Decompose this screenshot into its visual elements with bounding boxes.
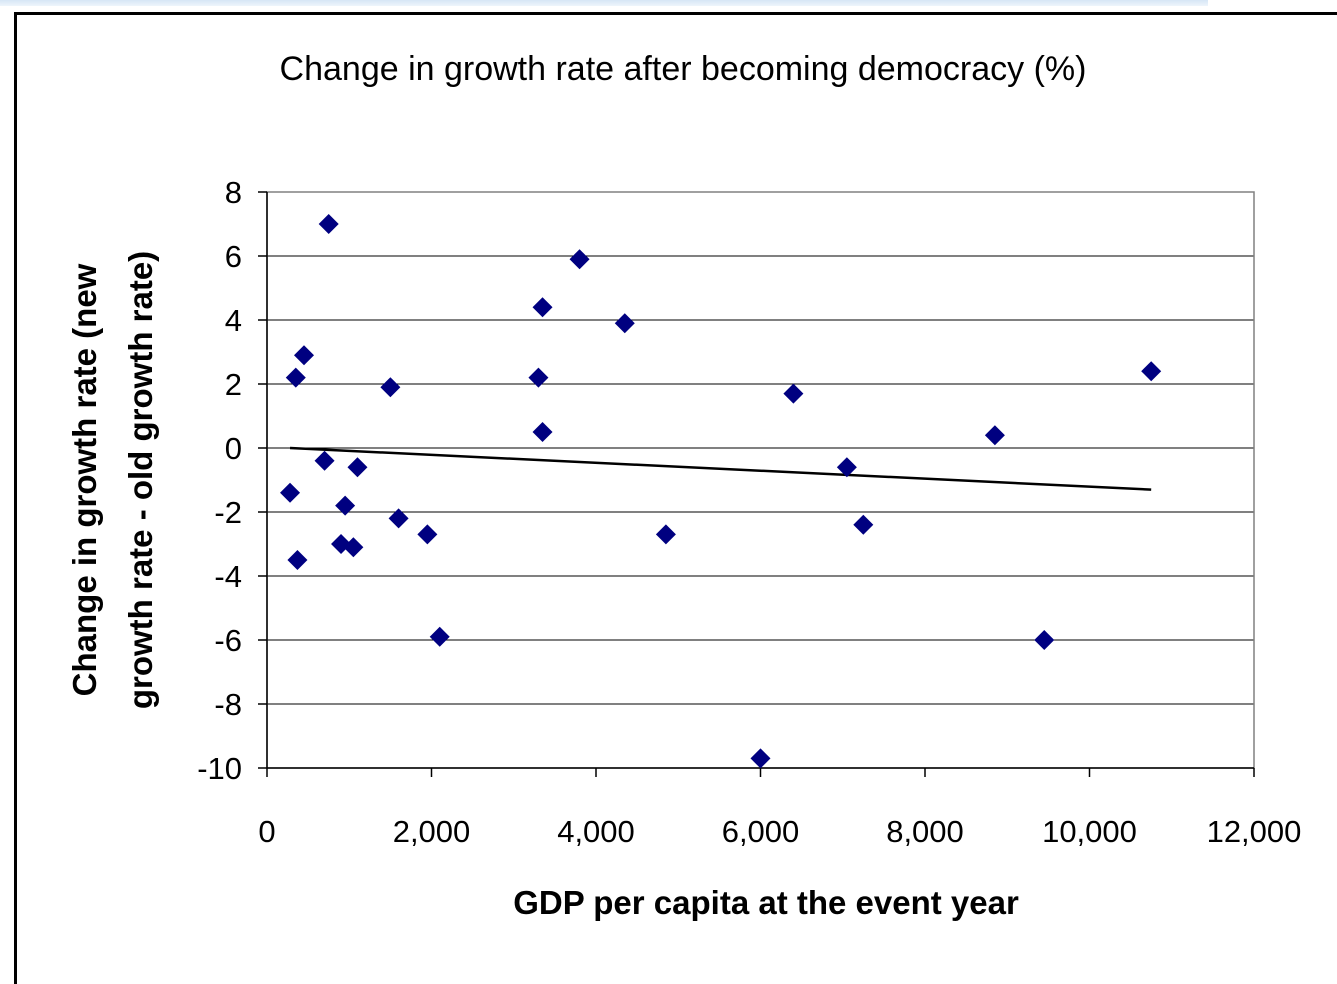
x-tick-label: 8,000 [886, 814, 964, 849]
x-tick-label: 2,000 [393, 814, 471, 849]
data-point [347, 457, 368, 478]
chart-title: Change in growth rate after becoming dem… [280, 50, 1087, 88]
data-point [285, 367, 306, 388]
trendline-group [289, 446, 1152, 491]
y-axis-label-line-1: Change in growth rate (new [66, 263, 103, 696]
top-accent-bar [0, 0, 1208, 6]
data-point [343, 537, 364, 558]
data-point [287, 550, 308, 570]
x-axis-label: GDP per capita at the event year [513, 884, 1019, 921]
x-tick-label: 12,000 [1207, 814, 1302, 849]
data-point [532, 422, 553, 442]
data-point [417, 524, 438, 545]
y-tick-label: -4 [214, 559, 242, 594]
x-tick-label: 10,000 [1042, 814, 1137, 849]
data-point [429, 626, 450, 647]
data-point [380, 377, 401, 398]
data-point [1034, 630, 1055, 650]
y-tick-label: 4 [225, 303, 242, 338]
data-point [853, 514, 874, 535]
y-axis-label: Change in growth rate (new growth rate -… [66, 251, 159, 709]
data-point [750, 748, 771, 769]
trendline [289, 446, 1152, 491]
data-point [335, 495, 356, 516]
data-point [528, 367, 549, 388]
x-tick-label: 4,000 [557, 814, 635, 849]
data-point [655, 524, 676, 545]
data-point [984, 425, 1005, 446]
data-point [280, 482, 301, 503]
y-tick-label: 0 [225, 431, 242, 466]
data-point [783, 383, 804, 404]
data-points [280, 214, 1162, 769]
data-point [318, 214, 339, 234]
data-point [569, 249, 590, 270]
x-tick-label: 0 [258, 814, 275, 849]
data-point [1141, 361, 1162, 382]
data-point [614, 313, 635, 334]
y-tick-label: 2 [225, 367, 242, 402]
gridlines [267, 255, 1254, 705]
y-tick-label: -8 [214, 687, 242, 722]
y-tick-label: 8 [225, 175, 242, 210]
y-tick-label: -6 [214, 623, 242, 658]
y-axis-ticks: 8 6 4 2 0 -2 -4 -6 -8 -10 [197, 175, 267, 786]
data-point [314, 450, 335, 471]
plot-area [266, 191, 1255, 769]
data-point [532, 297, 553, 318]
x-tick-label: 6,000 [722, 814, 800, 849]
chart-frame [14, 12, 1337, 984]
y-axis-label-line-2: growth rate - old growth rate) [122, 251, 159, 709]
y-tick-label: -2 [214, 495, 242, 530]
data-point [294, 345, 315, 366]
x-axis-ticks: 0 2,000 4,000 6,000 8,000 10,000 12,000 [258, 768, 1301, 849]
y-tick-label: 6 [225, 239, 242, 274]
data-point [388, 508, 409, 529]
data-point [836, 457, 857, 478]
y-tick-label: -10 [197, 751, 242, 786]
